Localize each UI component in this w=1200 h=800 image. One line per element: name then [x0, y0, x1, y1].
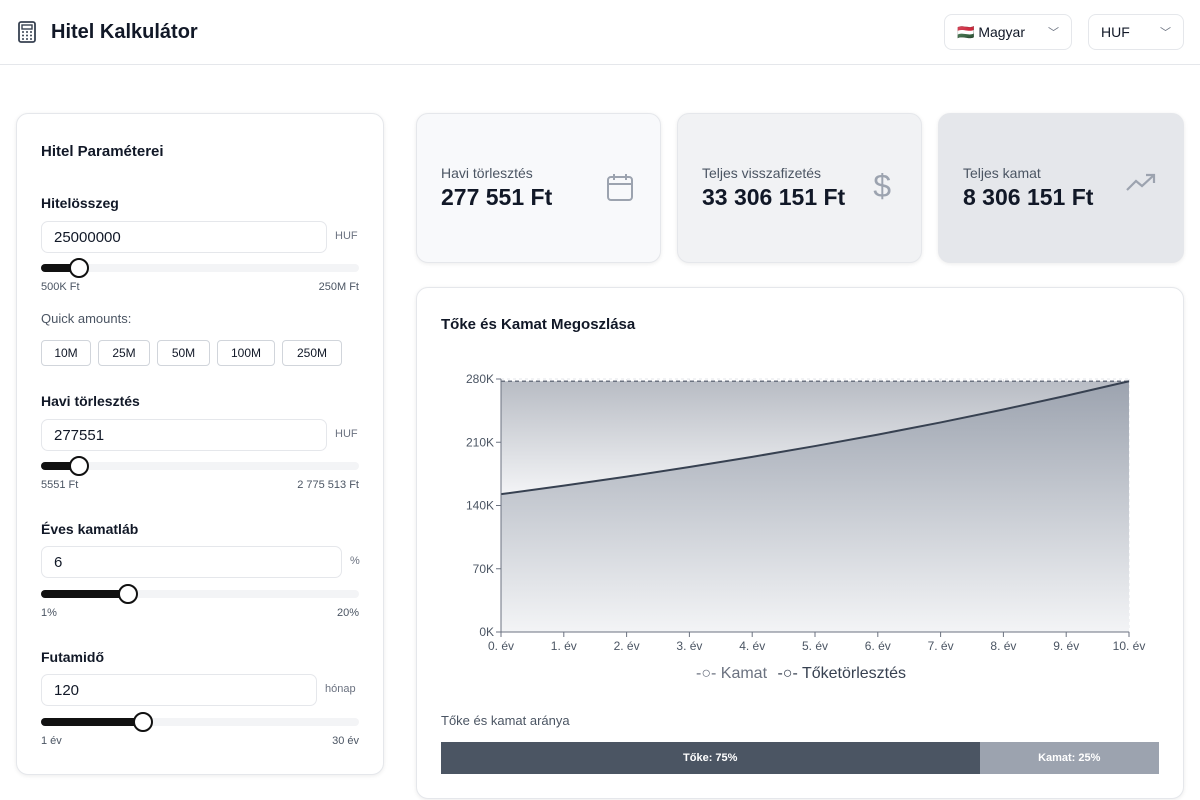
stat-value: 8 306 151 Ft: [963, 184, 1094, 210]
ratio-title: Tőke és kamat aránya: [441, 713, 570, 728]
x-tick-label: 9. év: [1053, 639, 1079, 653]
slider-thumb[interactable]: [133, 712, 153, 732]
term-min: 1 év: [41, 735, 62, 747]
breakdown-chart: 0K 70K 140K 210K 280K 0. év 1. év 2. év 3. év 4. …: [466, 372, 1146, 653]
y-tick-label: 140K: [466, 499, 494, 513]
quick-amount-button[interactable]: 50M: [157, 340, 210, 366]
x-tick-label: 10. év: [1113, 639, 1146, 653]
amount-min: 500K Ft: [41, 281, 80, 293]
amount-unit: HUF: [335, 230, 358, 242]
interest-area: [501, 381, 1129, 495]
stat-monthly-payment: Havi törlesztés 277 551 Ft: [416, 113, 661, 263]
legend-item-interest[interactable]: -○- Kamat: [696, 665, 768, 682]
quick-amount-button[interactable]: 25M: [98, 340, 150, 366]
monthly-label: Havi törlesztés: [41, 393, 140, 409]
ratio-bar: Tőke: 75% Kamat: 25%: [441, 742, 1159, 774]
rate-max: 20%: [336, 607, 359, 619]
x-tick-label: 3. év: [676, 639, 702, 653]
monthly-input[interactable]: 277551: [41, 419, 327, 451]
monthly-slider[interactable]: [41, 456, 359, 476]
language-value: 🇭🇺 Magyar: [957, 23, 1026, 40]
y-tick-label: 70K: [473, 562, 494, 576]
amount-label: Hitelösszeg: [41, 195, 119, 211]
amount-slider[interactable]: [41, 258, 359, 278]
interest-segment: Kamat: 25%: [979, 742, 1159, 774]
stat-label: Havi törlesztés: [441, 165, 533, 181]
stat-total-interest: Teljes kamat 8 306 151 Ft: [938, 113, 1184, 263]
quick-amounts-label: Quick amounts:: [41, 311, 132, 326]
legend-item-principal[interactable]: -○- Tőketörlesztés: [777, 665, 906, 682]
stat-label: Teljes kamat: [963, 165, 1041, 181]
chart-legend: -○- Kamat -○- Tőketörlesztés: [417, 665, 1185, 683]
quick-amount-button[interactable]: 100M: [217, 340, 275, 366]
rate-unit: %: [350, 555, 360, 567]
y-tick-label: 210K: [466, 435, 494, 449]
chart-card: Tőke és Kamat Megoszlása 0K 70K 140K 210K 28…: [416, 287, 1184, 799]
app-title: Hitel Kalkulátor: [51, 20, 198, 43]
y-tick-label: 0K: [479, 625, 494, 639]
slider-thumb[interactable]: [69, 456, 89, 476]
x-tick-label: 4. év: [739, 639, 765, 653]
chevron-down-icon: ﹀: [1048, 27, 1059, 39]
loan-parameters-panel: Hitel Paraméterei Hitelösszeg 25000000 H…: [16, 113, 384, 775]
trending-up-icon: [1126, 173, 1156, 191]
rate-input[interactable]: 6: [41, 546, 342, 578]
calculator-icon: [18, 21, 36, 43]
quick-amount-button[interactable]: 10M: [41, 340, 91, 366]
stat-label: Teljes visszafizetés: [702, 165, 822, 181]
term-max: 30 év: [332, 735, 359, 747]
x-tick-label: 8. év: [990, 639, 1016, 653]
dollar-icon: $: [873, 168, 891, 204]
y-tick-label: 280K: [466, 372, 494, 386]
x-tick-label: 7. év: [928, 639, 954, 653]
currency-select[interactable]: HUF ﹀: [1088, 14, 1184, 50]
slider-thumb[interactable]: [118, 584, 138, 604]
stat-value: 277 551 Ft: [441, 184, 553, 210]
stat-total-repayment: Teljes visszafizetés 33 306 151 Ft $: [677, 113, 922, 263]
x-tick-label: 1. év: [551, 639, 577, 653]
amount-input[interactable]: 25000000: [41, 221, 327, 253]
term-label: Futamidő: [41, 649, 104, 665]
monthly-unit: HUF: [335, 428, 358, 440]
chart-title: Tőke és Kamat Megoszlása: [441, 316, 636, 333]
quick-amount-button[interactable]: 250M: [282, 340, 342, 366]
principal-segment: Tőke: 75%: [441, 742, 980, 774]
x-tick-label: 6. év: [865, 639, 891, 653]
chevron-down-icon: ﹀: [1160, 27, 1171, 39]
slider-thumb[interactable]: [69, 258, 89, 278]
term-unit: hónap: [325, 683, 356, 695]
term-input[interactable]: 120: [41, 674, 317, 706]
app-header: Hitel Kalkulátor: [0, 0, 1200, 65]
language-select[interactable]: 🇭🇺 Magyar ﹀: [944, 14, 1072, 50]
rate-label: Éves kamatláb: [41, 521, 139, 537]
principal-area: [501, 381, 1129, 632]
panel-title: Hitel Paraméterei: [41, 143, 164, 160]
calendar-icon: [607, 174, 633, 201]
monthly-min: 5551 Ft: [41, 479, 79, 491]
currency-value: HUF: [1101, 24, 1130, 40]
term-slider[interactable]: [41, 712, 359, 732]
rate-min: 1%: [41, 607, 57, 619]
x-tick-label: 2. év: [614, 639, 640, 653]
stat-value: 33 306 151 Ft: [702, 184, 846, 210]
x-tick-label: 5. év: [802, 639, 828, 653]
rate-slider[interactable]: [41, 584, 359, 604]
x-tick-label: 0. év: [488, 639, 514, 653]
principal-line: [500, 380, 1130, 496]
monthly-max: 2 775 513 Ft: [297, 479, 359, 491]
amount-max: 250M Ft: [318, 281, 359, 293]
